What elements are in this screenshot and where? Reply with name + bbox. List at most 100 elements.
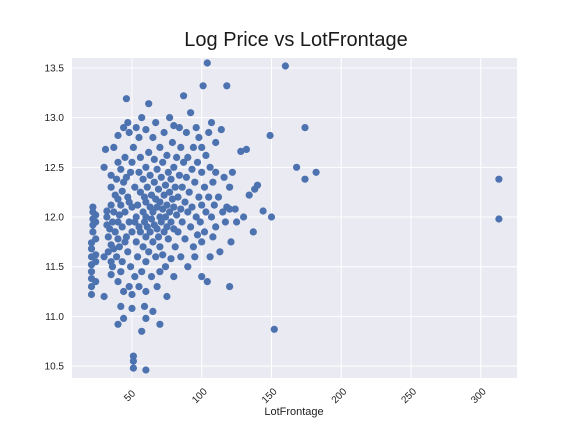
data-point (177, 205, 185, 213)
data-point (178, 218, 186, 226)
data-point (166, 114, 174, 122)
data-point (301, 124, 309, 132)
data-point (147, 273, 156, 281)
data-point (114, 218, 122, 226)
data-point (134, 201, 142, 209)
data-point (173, 153, 181, 161)
data-point (128, 304, 136, 312)
data-point (117, 201, 125, 209)
data-point (152, 253, 160, 261)
data-point (495, 215, 503, 223)
data-point (177, 143, 185, 151)
data-point (120, 314, 128, 322)
data-point (237, 147, 245, 155)
y-tick-label: 11.5 (45, 262, 64, 273)
data-point (242, 145, 250, 153)
data-point (122, 173, 130, 181)
data-point (164, 235, 172, 243)
data-point (175, 171, 183, 179)
data-point (227, 238, 235, 246)
data-point (120, 287, 128, 296)
data-point (129, 357, 137, 365)
data-point (210, 201, 218, 209)
data-point (100, 292, 108, 301)
data-point (191, 253, 199, 261)
data-point (170, 122, 178, 130)
data-point (180, 92, 188, 100)
data-point (192, 124, 200, 132)
data-point (205, 193, 213, 201)
y-tick-label: 12.0 (45, 213, 65, 224)
data-point (132, 213, 140, 221)
data-point (127, 168, 135, 176)
data-point (104, 248, 112, 256)
data-point (89, 203, 97, 211)
x-tick-label: 100 (190, 386, 210, 406)
data-point (200, 183, 209, 191)
data-point (207, 213, 216, 221)
data-point (188, 203, 196, 211)
data-point (207, 119, 216, 127)
data-point (140, 302, 149, 310)
data-point (135, 168, 143, 176)
data-point (103, 207, 111, 215)
y-tick-label: 13.0 (45, 113, 65, 124)
data-point (110, 245, 118, 253)
data-point (104, 233, 112, 241)
data-point (200, 228, 209, 236)
data-point (160, 128, 168, 137)
x-tick-label: 150 (260, 386, 280, 406)
data-point (152, 119, 160, 127)
data-point (195, 133, 203, 142)
data-point (178, 183, 186, 191)
data-point (118, 258, 126, 266)
data-point (184, 208, 192, 216)
data-point (168, 138, 176, 147)
data-point (136, 188, 144, 196)
data-point (129, 364, 137, 372)
data-point (101, 145, 110, 153)
data-point (159, 158, 167, 166)
data-point (147, 215, 156, 223)
data-point (154, 233, 163, 241)
data-point (199, 82, 207, 90)
data-point (142, 366, 150, 374)
data-points (87, 59, 503, 374)
data-point (198, 273, 206, 281)
data-point (159, 251, 167, 259)
data-point (219, 208, 227, 216)
data-point (231, 205, 239, 213)
data-point (153, 165, 161, 173)
data-point (226, 283, 234, 291)
data-point (142, 233, 150, 241)
data-point (192, 213, 200, 221)
data-point (145, 248, 153, 256)
data-point (125, 128, 133, 137)
data-point (114, 131, 122, 140)
data-point (206, 253, 214, 261)
data-point (168, 195, 176, 203)
data-point (163, 292, 171, 301)
data-point (170, 203, 178, 211)
data-point (198, 201, 206, 209)
data-point (113, 175, 121, 183)
data-point (163, 223, 171, 231)
x-axis-label: LotFrontage (264, 406, 323, 418)
data-point (146, 228, 154, 236)
data-point (128, 158, 136, 166)
x-tick-label: 300 (469, 386, 489, 406)
data-point (281, 62, 289, 70)
data-point (118, 187, 126, 195)
data-point (228, 168, 236, 176)
data-point (170, 273, 178, 281)
data-point (188, 165, 196, 173)
data-point (114, 235, 122, 243)
data-point (145, 148, 153, 156)
data-point (253, 181, 262, 189)
data-point (301, 175, 309, 183)
data-point (108, 263, 117, 271)
data-point (226, 205, 234, 213)
data-point (129, 352, 137, 360)
